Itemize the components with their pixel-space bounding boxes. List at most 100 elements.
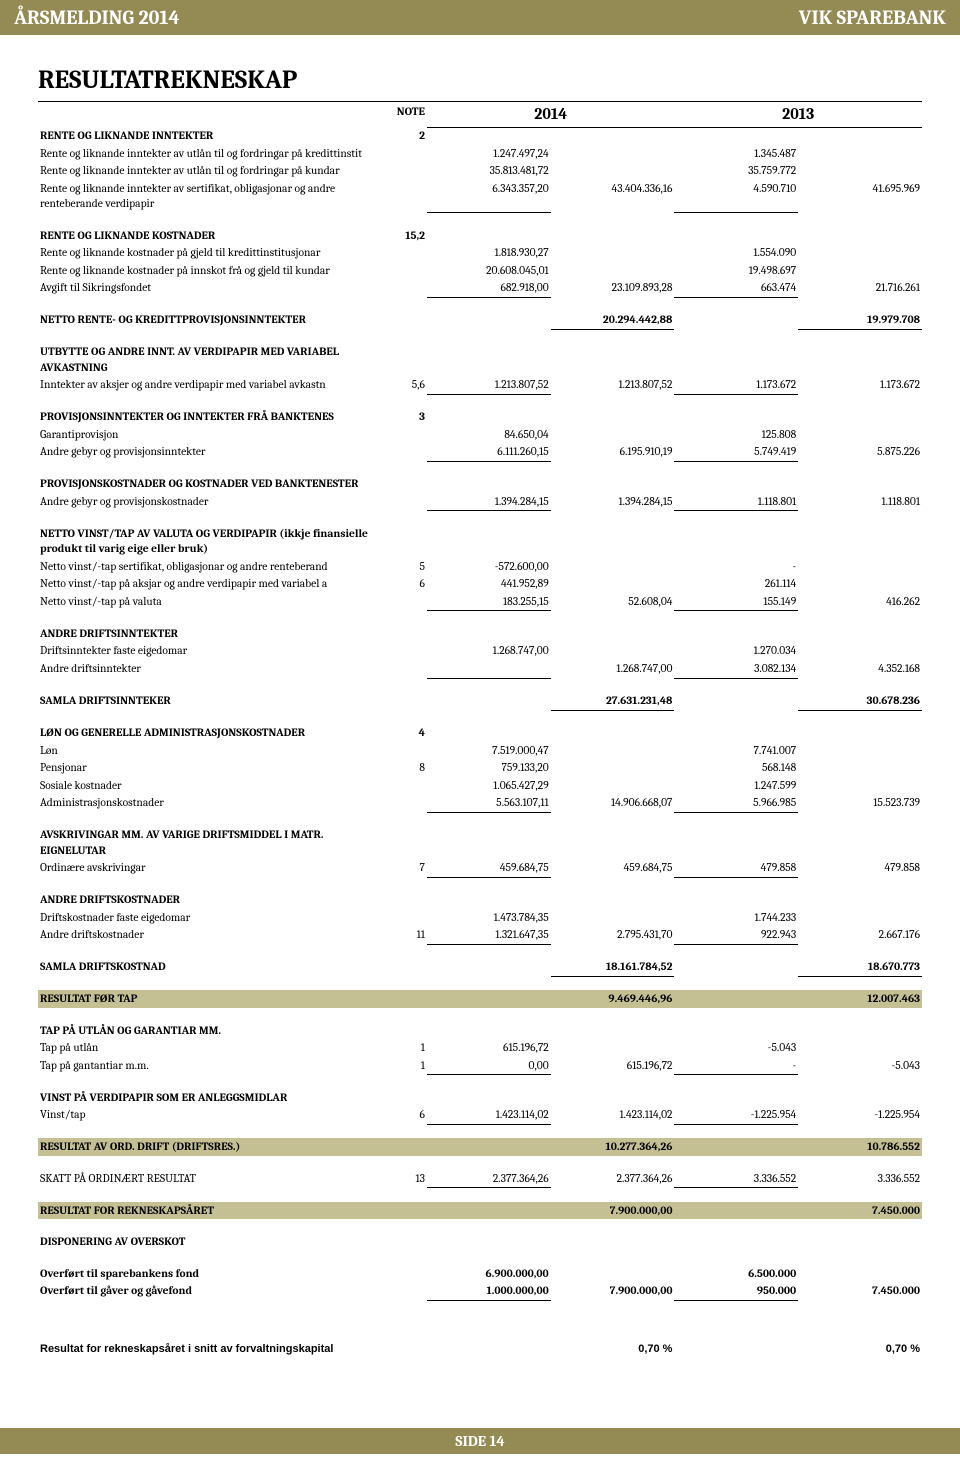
row-label: RENTE OG LIKNANDE KOSTNADER (38, 227, 383, 245)
table-row (38, 1188, 922, 1202)
table-row: LØN OG GENERELLE ADMINISTRASJONSKOSTNADE… (38, 724, 922, 742)
header-right: VIK SPAREBANK (799, 6, 946, 29)
row-label: Netto vinst/-tap på valuta (38, 593, 383, 611)
row-label: Driftsinntekter faste eigedomar (38, 642, 383, 660)
row-note (383, 1138, 427, 1156)
row-label: NETTO RENTE- OG KREDITTPROVISJONSINNTEKT… (38, 311, 383, 329)
row-note (383, 593, 427, 611)
table-row: PROVISJONSINNTEKTER OG INNTEKTER FRÅ BAN… (38, 408, 922, 426)
row-note: 11 (383, 926, 427, 944)
row-label: Rente og liknande kostnader på innskot f… (38, 262, 383, 280)
table-row: AVSKRIVINGAR MM. AV VARIGE DRIFTSMIDDEL … (38, 826, 922, 859)
row-label: Rente og liknande inntekter av utlån til… (38, 145, 383, 163)
row-note (383, 660, 427, 678)
row-label: LØN OG GENERELLE ADMINISTRASJONSKOSTNADE… (38, 724, 383, 742)
row-label: Vinst/tap (38, 1106, 383, 1124)
footer-band: SIDE 14 (0, 1428, 960, 1454)
row-label: Tap på utlån (38, 1039, 383, 1057)
row-label: Andre driftskostnader (38, 926, 383, 944)
table-row (38, 1251, 922, 1265)
table-row: ANDRE DRIFTSINNTEKTER (38, 625, 922, 643)
footnote-label: Resultat for rekneskapsåret i snitt av f… (38, 1341, 383, 1358)
income-statement-table: NOTE20142013RENTE OG LIKNANDE INNTEKTER2… (38, 103, 922, 1301)
table-row: Tap på utlån1615.196,72-5.043 (38, 1039, 922, 1057)
table-row (38, 1075, 922, 1089)
row-label: Rente og liknande inntekter av sertifika… (38, 180, 383, 213)
table-row: SKATT PÅ ORDINÆRT RESULTAT132.377.364,26… (38, 1170, 922, 1188)
table-row: PROVISJONSKOSTNADER OG KOSTNADER VED BAN… (38, 475, 922, 493)
table-row: SAMLA DRIFTSKOSTNAD18.161.784,5218.670.7… (38, 958, 922, 976)
row-label: ANDRE DRIFTSKOSTNADER (38, 891, 383, 909)
row-note: 8 (383, 759, 427, 777)
row-note: 3 (383, 408, 427, 426)
table-row: Netto vinst/-tap på valuta183.255,1552.6… (38, 593, 922, 611)
row-note (383, 311, 427, 329)
row-label: Administrasjonskostnader (38, 794, 383, 812)
row-note (383, 891, 427, 909)
title-rule (38, 101, 922, 102)
table-row (38, 976, 922, 990)
table-row (38, 394, 922, 408)
row-note (383, 1265, 427, 1283)
table-row: Andre gebyr og provisjonsinntekter6.111.… (38, 443, 922, 461)
row-label: RENTE OG LIKNANDE INNTEKTER (38, 127, 383, 145)
row-label: Driftskostnader faste eigedomar (38, 909, 383, 927)
table-row (38, 1156, 922, 1170)
table-row: Vinst/tap61.423.114,021.423.114,02-1.225… (38, 1106, 922, 1124)
row-label: SKATT PÅ ORDINÆRT RESULTAT (38, 1170, 383, 1188)
row-label: Avgift til Sikringsfondet (38, 279, 383, 297)
table-row: Administrasjonskostnader5.563.107,1114.9… (38, 794, 922, 812)
row-label: RESULTAT FØR TAP (38, 990, 383, 1008)
table-row (38, 461, 922, 475)
table-row: Overført til gåver og gåvefond1.000.000,… (38, 1282, 922, 1300)
row-label: Andre gebyr og provisjonsinntekter (38, 443, 383, 461)
table-row: VINST PÅ VERDIPAPIR SOM ER ANLEGGSMIDLAR (38, 1089, 922, 1107)
row-label: PROVISJONSINNTEKTER OG INNTEKTER FRÅ BAN… (38, 408, 383, 426)
table-row: Rente og liknande inntekter av sertifika… (38, 180, 922, 213)
row-note (383, 794, 427, 812)
table-row: Andre gebyr og provisjonskostnader1.394.… (38, 493, 922, 511)
table-row: RESULTAT FOR REKNESKAPSÅRET7.900.000,007… (38, 1202, 922, 1220)
row-note (383, 742, 427, 760)
row-label: RESULTAT FOR REKNESKAPSÅRET (38, 1202, 383, 1220)
row-label: Løn (38, 742, 383, 760)
row-note (383, 909, 427, 927)
footnote-table: Resultat for rekneskapsåret i snitt av f… (38, 1341, 922, 1358)
row-note: 1 (383, 1057, 427, 1075)
table-row (38, 611, 922, 625)
table-row: Netto vinst/-tap sertifikat, obligasjona… (38, 558, 922, 576)
table-row (38, 329, 922, 343)
table-row (38, 297, 922, 311)
table-row (38, 1124, 922, 1138)
row-note (383, 443, 427, 461)
table-row: SAMLA DRIFTSINNTEKER27.631.231,4830.678.… (38, 692, 922, 710)
table-row: Andre driftsinntekter1.268.747,003.082.1… (38, 660, 922, 678)
table-row: Sosiale kostnader1.065.427,291.247.599 (38, 777, 922, 795)
row-label: Tap på gantantiar m.m. (38, 1057, 383, 1075)
table-row: Pensjonar8759.133,20568.148 (38, 759, 922, 777)
row-label: Pensjonar (38, 759, 383, 777)
row-note (383, 1233, 427, 1251)
table-row (38, 944, 922, 958)
row-label: UTBYTTE OG ANDRE INNT. AV VERDIPAPIR MED… (38, 343, 383, 376)
table-row (38, 678, 922, 692)
table-row: NETTO VINST/TAP AV VALUTA OG VERDIPAPIR … (38, 525, 922, 558)
row-label: PROVISJONSKOSTNADER OG KOSTNADER VED BAN… (38, 475, 383, 493)
row-note (383, 1022, 427, 1040)
row-note (383, 343, 427, 376)
row-note (383, 826, 427, 859)
row-note (383, 1202, 427, 1220)
row-label: Rente og liknande kostnader på gjeld til… (38, 244, 383, 262)
row-label: Sosiale kostnader (38, 777, 383, 795)
row-note: 6 (383, 1106, 427, 1124)
page-content: RESULTATREKNESKAP NOTE20142013RENTE OG L… (0, 35, 960, 1368)
row-note: 13 (383, 1170, 427, 1188)
header-left: ÅRSMELDING 2014 (14, 6, 180, 29)
table-row: Rente og liknande inntekter av utlån til… (38, 145, 922, 163)
row-note: 2 (383, 127, 427, 145)
row-label: Overført til sparebankens fond (38, 1265, 383, 1283)
row-label: ANDRE DRIFTSINNTEKTER (38, 625, 383, 643)
table-row: Andre driftskostnader111.321.647,352.795… (38, 926, 922, 944)
row-note (383, 642, 427, 660)
row-note (383, 244, 427, 262)
